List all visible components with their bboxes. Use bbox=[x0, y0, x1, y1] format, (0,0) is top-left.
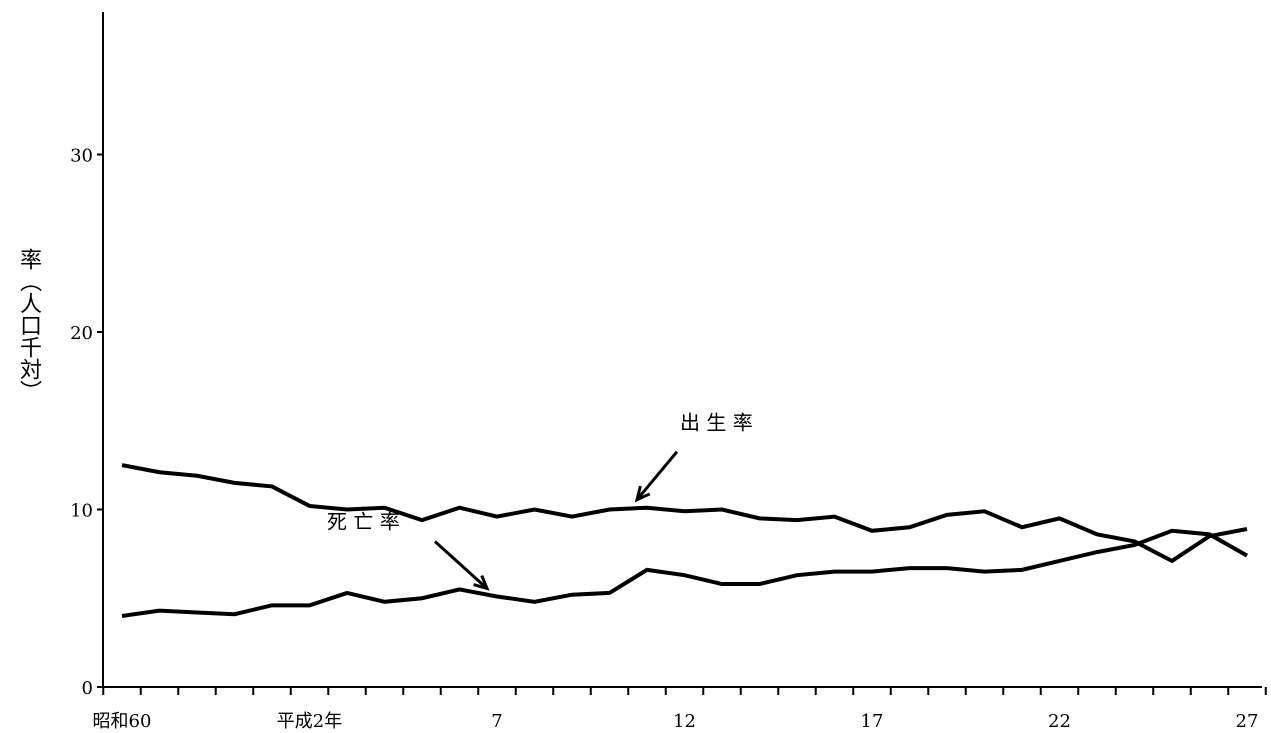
x-tick-label: 平成2年 bbox=[277, 711, 342, 732]
death-rate-arrowhead bbox=[473, 574, 490, 591]
x-tick-label: 27 bbox=[1236, 711, 1259, 732]
series-line-birth-rate bbox=[121, 463, 1248, 564]
y-tick-label: 0 bbox=[82, 678, 93, 699]
birth-rate-arrow bbox=[635, 450, 679, 501]
birth-rate-annotation-label: 出 生 率 bbox=[680, 411, 753, 435]
x-tick-label: 17 bbox=[861, 711, 884, 732]
death-rate-arrow bbox=[433, 540, 489, 590]
x-tick-label: 昭和60 bbox=[93, 711, 152, 732]
series-line-death-rate bbox=[121, 528, 1248, 618]
y-tick-label: 10 bbox=[70, 501, 93, 522]
x-tick-label: 12 bbox=[673, 711, 696, 732]
x-tick-label: 22 bbox=[1048, 711, 1071, 732]
death-rate-annotation-label: 死 亡 率 bbox=[327, 509, 400, 533]
x-tick-label: 7 bbox=[491, 711, 502, 732]
y-tick-label: 20 bbox=[70, 323, 93, 344]
y-axis-title: 率（人口千対） bbox=[16, 248, 41, 402]
y-tick-label: 30 bbox=[70, 146, 93, 167]
birth-rate-arrowhead bbox=[634, 485, 651, 503]
